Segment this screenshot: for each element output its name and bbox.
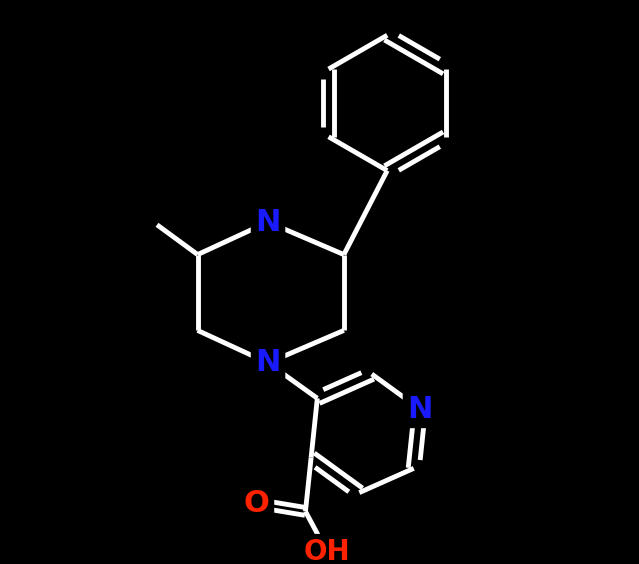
Text: N: N xyxy=(407,395,433,424)
Text: N: N xyxy=(256,208,281,236)
Text: OH: OH xyxy=(304,538,350,564)
Text: N: N xyxy=(256,349,281,377)
Text: O: O xyxy=(243,489,270,518)
